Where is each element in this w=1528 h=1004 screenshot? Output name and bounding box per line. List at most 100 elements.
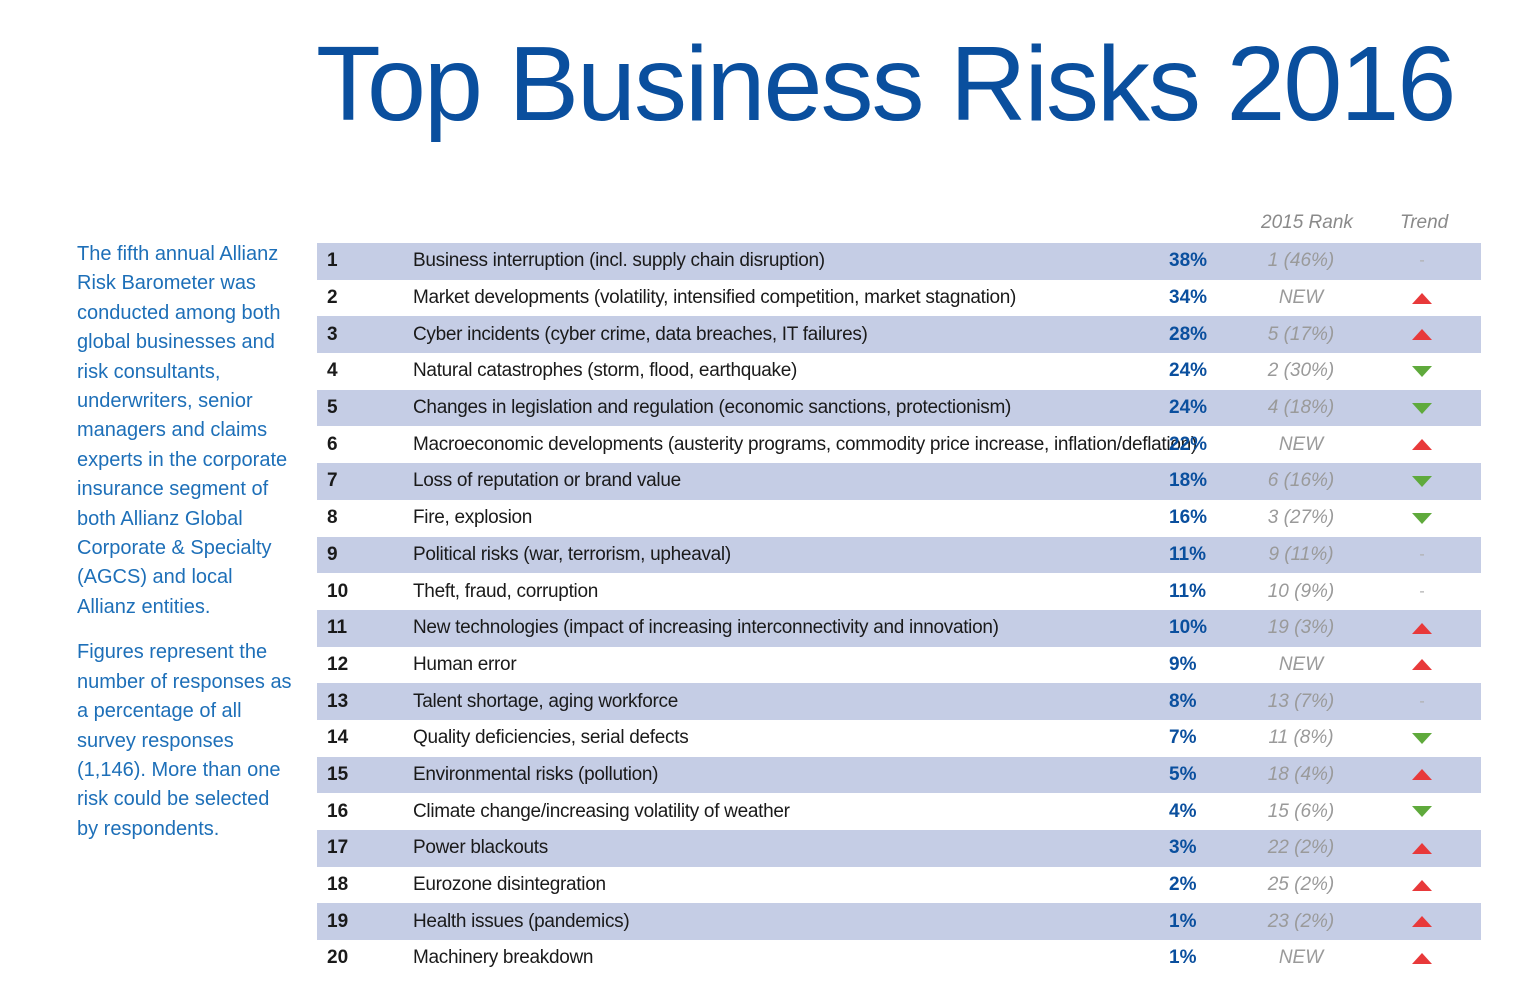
risk-2015-rank: 22 (2%) xyxy=(1267,837,1335,859)
arrow-down-icon xyxy=(1412,475,1432,487)
risk-percent: 18% xyxy=(1169,470,1208,492)
risk-description: Business interruption (incl. supply chai… xyxy=(413,250,825,272)
risk-description: Talent shortage, aging workforce xyxy=(413,690,679,712)
trend-cell: - xyxy=(1402,573,1442,610)
trend-cell: - xyxy=(1402,683,1442,720)
arrow-down-icon xyxy=(1412,365,1432,377)
risk-2015-rank: NEW xyxy=(1278,433,1324,455)
table-row: 9 Political risks (war, terrorism, upheav… xyxy=(317,536,1481,574)
risk-percent: 1% xyxy=(1169,910,1197,932)
risk-percent: 5% xyxy=(1169,763,1197,785)
risk-rank: 15 xyxy=(327,763,349,785)
risk-percent: 4% xyxy=(1169,800,1197,822)
arrow-up-icon xyxy=(1412,842,1432,854)
trend-cell xyxy=(1402,720,1442,757)
arrow-up-icon xyxy=(1412,439,1432,451)
trend-cell xyxy=(1402,903,1442,940)
risk-description: Power blackouts xyxy=(413,837,548,859)
risk-description: Eurozone disintegration xyxy=(413,874,606,896)
table-row: 8 Fire, explosion 16% 3 (27%) xyxy=(317,500,1481,537)
risk-percent: 28% xyxy=(1169,323,1208,345)
risk-percent: 2% xyxy=(1169,874,1197,896)
risk-rank: 12 xyxy=(327,653,349,675)
arrow-up-icon xyxy=(1412,292,1432,304)
table-row: 5 Changes in legislation and regulation (… xyxy=(317,389,1481,427)
arrow-up-icon xyxy=(1412,916,1432,928)
risk-2015-rank: NEW xyxy=(1278,947,1324,969)
dash-icon: - xyxy=(1419,252,1425,270)
table-row: 2 Market developments (volatility, intens… xyxy=(317,280,1481,317)
trend-cell: - xyxy=(1402,537,1442,574)
trend-cell xyxy=(1402,940,1442,977)
table-row: 4 Natural catastrophes (storm, flood, ear… xyxy=(317,353,1481,390)
risk-rank: 6 xyxy=(327,433,338,455)
risk-rank: 14 xyxy=(327,727,349,749)
risk-description: Fire, explosion xyxy=(413,507,533,529)
risk-rank: 13 xyxy=(327,690,349,712)
page-title: Top Business Risks 2016 xyxy=(316,25,1456,143)
risk-table: 1 Business interruption (incl. supply cha… xyxy=(317,243,1481,977)
table-row: 3 Cyber incidents (cyber crime, data brea… xyxy=(317,316,1481,354)
risk-percent: 22% xyxy=(1169,433,1208,455)
arrow-down-icon xyxy=(1412,512,1432,524)
trend-cell xyxy=(1402,316,1442,353)
risk-2015-rank: 2 (30%) xyxy=(1267,360,1335,382)
risk-rank: 20 xyxy=(327,947,349,969)
arrow-up-icon xyxy=(1412,659,1432,671)
risk-rank: 19 xyxy=(327,910,349,932)
risk-percent: 34% xyxy=(1169,287,1208,309)
risk-description: Loss of reputation or brand value xyxy=(413,470,681,492)
risk-2015-rank: 25 (2%) xyxy=(1267,874,1335,896)
risk-rank: 4 xyxy=(327,360,338,382)
risk-description: Theft, fraud, corruption xyxy=(413,580,599,602)
risk-2015-rank: 3 (27%) xyxy=(1267,507,1335,529)
risk-description: Climate change/increasing volatility of … xyxy=(413,800,790,822)
trend-cell xyxy=(1402,463,1442,500)
risk-description: Quality deficiencies, serial defects xyxy=(413,727,689,749)
risk-percent: 10% xyxy=(1169,617,1208,639)
risk-rank: 2 xyxy=(327,287,338,309)
methodology-paragraph: Figures represent the number of response… xyxy=(77,641,292,840)
dash-icon: - xyxy=(1419,692,1425,710)
arrow-up-icon xyxy=(1412,879,1432,891)
risk-2015-rank: 1 (46%) xyxy=(1267,250,1335,272)
risk-rank: 16 xyxy=(327,800,349,822)
table-row: 12 Human error 9% NEW xyxy=(317,647,1481,684)
risk-rank: 5 xyxy=(327,397,338,419)
trend-cell xyxy=(1402,830,1442,867)
risk-2015-rank: 13 (7%) xyxy=(1267,690,1335,712)
arrow-up-icon xyxy=(1412,769,1432,781)
sidebar-intro: The fifth annual Allianz Risk Barometer … xyxy=(77,240,292,860)
risk-percent: 1% xyxy=(1169,947,1197,969)
arrow-down-icon xyxy=(1412,732,1432,744)
table-row: 18 Eurozone disintegration 2% 25 (2%) xyxy=(317,867,1481,904)
table-row: 20 Machinery breakdown 1% NEW xyxy=(317,940,1481,977)
table-row: 11 New technologies (impact of increasing… xyxy=(317,609,1481,647)
trend-cell xyxy=(1402,426,1442,463)
risk-description: Human error xyxy=(413,653,517,675)
table-row: 13 Talent shortage, aging workforce 8% 13 (… xyxy=(317,683,1481,720)
risk-description: Natural catastrophes (storm, flood, eart… xyxy=(413,360,798,382)
arrow-up-icon xyxy=(1412,329,1432,341)
risk-percent: 3% xyxy=(1169,837,1197,859)
table-row: 17 Power blackouts 3% 22 (2%) xyxy=(317,830,1481,867)
risk-2015-rank: NEW xyxy=(1278,653,1324,675)
risk-description: Machinery breakdown xyxy=(413,947,594,969)
risk-description: New technologies (impact of increasing i… xyxy=(413,617,999,639)
risk-rank: 3 xyxy=(327,323,338,345)
table-row: 14 Quality deficiencies, serial defects 7%… xyxy=(317,720,1481,757)
risk-percent: 16% xyxy=(1169,507,1208,529)
risk-2015-rank: 10 (9%) xyxy=(1267,580,1335,602)
risk-percent: 24% xyxy=(1169,397,1208,419)
risk-description: Cyber incidents (cyber crime, data breac… xyxy=(413,323,868,345)
risk-rank: 18 xyxy=(327,874,349,896)
arrow-down-icon xyxy=(1412,806,1432,818)
risk-2015-rank: 6 (16%) xyxy=(1267,470,1335,492)
risk-percent: 11% xyxy=(1169,543,1206,565)
risk-description: Environmental risks (pollution) xyxy=(413,763,659,785)
risk-percent: 38% xyxy=(1169,250,1208,272)
trend-cell: - xyxy=(1402,243,1442,280)
risk-description: Health issues (pandemics) xyxy=(413,910,630,932)
table-row: 6 Macroeconomic developments (austerity p… xyxy=(317,426,1481,463)
risk-rank: 9 xyxy=(327,543,338,565)
